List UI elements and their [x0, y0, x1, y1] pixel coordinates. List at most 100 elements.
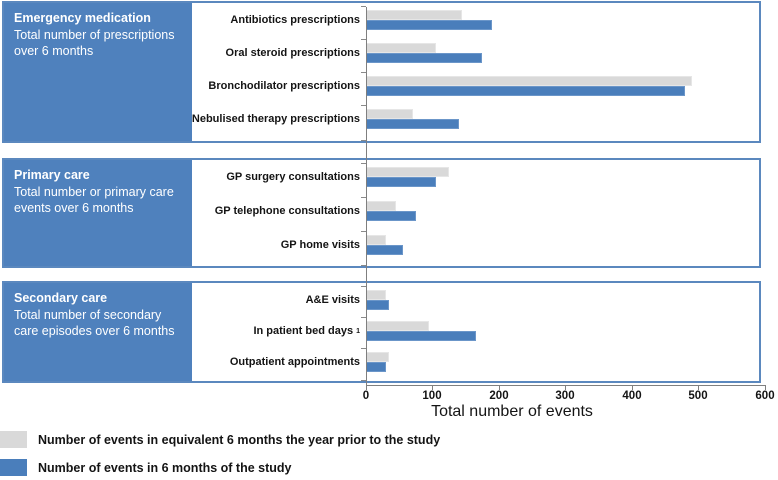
category-label: Oral steroid prescriptions [192, 43, 366, 63]
legend-item-study: Number of events in 6 months of the stud… [0, 459, 292, 476]
bar-prior [366, 109, 413, 119]
bar-study [366, 177, 436, 187]
x-axis-title: Total number of events [431, 403, 593, 420]
panel-secondary-label: Secondary care Total number of secondary… [4, 283, 192, 381]
bar-study [366, 86, 685, 96]
category-label-text: Nebulised therapy prescriptions [191, 113, 360, 125]
category-label-text: GP surgery consultations [226, 171, 360, 183]
x-tick-label: 0 [362, 390, 370, 402]
bar-group-gp-surgery: GP surgery consultations [192, 163, 759, 197]
bar-pair [366, 167, 759, 187]
x-tick-label: 300 [555, 390, 575, 402]
bar-group-antibiotics: Antibiotics prescriptions [192, 6, 759, 39]
category-label-text: GP telephone consultations [214, 205, 360, 217]
category-label: GP surgery consultations [192, 167, 366, 187]
panel-title: Primary care [14, 168, 90, 182]
panel-title: Secondary care [14, 291, 108, 305]
category-label: Outpatient appointments [192, 352, 366, 372]
legend-label: Number of events in equivalent 6 months … [38, 432, 441, 447]
bar-pair [366, 321, 759, 341]
x-tick-label: 400 [622, 390, 642, 402]
bar-pair [366, 43, 759, 63]
footnote-marker: 1 [356, 327, 360, 335]
panel-subtitle: Total number of prescriptions over 6 mon… [14, 27, 175, 59]
bar-prior [366, 43, 436, 53]
axis-tick [698, 385, 699, 390]
panel-plot-area: Antibiotics prescriptions Oral steroid p… [192, 3, 759, 141]
bar-prior [366, 76, 692, 86]
bar-pair [366, 352, 759, 372]
legend-swatch-study [0, 459, 27, 476]
bar-prior [366, 201, 396, 211]
bar-pair [366, 109, 759, 129]
category-label-text: In patient bed days [253, 325, 354, 337]
bar-group-nebulised: Nebulised therapy prescriptions [192, 105, 759, 138]
bar-pair [366, 235, 759, 255]
bar-prior [366, 235, 386, 245]
bar-study [366, 331, 476, 341]
category-label: Antibiotics prescriptions [192, 10, 366, 30]
bar-group-oral-steroid: Oral steroid prescriptions [192, 39, 759, 72]
bar-study [366, 20, 492, 30]
panel-title: Emergency medication [14, 11, 151, 25]
x-axis-line [366, 385, 766, 386]
panel-primary-label: Primary care Total number or primary car… [4, 160, 192, 266]
bar-group-bronchodilator: Bronchodilator prescriptions [192, 72, 759, 105]
bar-group-gp-home-visits: GP home visits [192, 231, 759, 265]
bar-prior [366, 10, 462, 20]
panel-emergency-label: Emergency medication Total number of pre… [4, 3, 192, 141]
axis-tick [366, 385, 367, 390]
bar-prior [366, 321, 429, 331]
category-label: A&E visits [192, 290, 366, 310]
panel-subtitle: Total number of secondary care episodes … [14, 307, 175, 339]
bar-pair [366, 76, 759, 96]
bar-study [366, 245, 403, 255]
axis-tick [432, 385, 433, 390]
axis-tick [765, 385, 766, 390]
bar-study [366, 119, 459, 129]
category-label-text: Oral steroid prescriptions [225, 47, 360, 59]
bar-group-ae-visits: A&E visits [192, 286, 759, 317]
x-tick-label: 600 [755, 390, 775, 402]
category-label-text: Outpatient appointments [229, 356, 360, 368]
panel-secondary-care: Secondary care Total number of secondary… [2, 281, 761, 383]
category-label: In patient bed days 1 [192, 321, 366, 341]
bar-pair [366, 290, 759, 310]
panel-subtitle: Total number or primary care events over… [14, 184, 174, 216]
bar-study [366, 300, 389, 310]
axis-tick [499, 385, 500, 390]
axis-tick [632, 385, 633, 390]
legend-label: Number of events in 6 months of the stud… [38, 460, 292, 475]
legend-swatch-prior [0, 431, 27, 448]
bar-pair [366, 10, 759, 30]
bar-prior [366, 290, 386, 300]
bar-study [366, 362, 386, 372]
category-label: Bronchodilator prescriptions [192, 76, 366, 96]
category-label-text: A&E visits [305, 294, 360, 306]
category-label: GP home visits [192, 235, 366, 255]
x-tick-label: 100 [422, 390, 442, 402]
panel-plot-area: A&E visits In patient bed days 1 Outpatie… [192, 283, 759, 381]
category-label-text: Antibiotics prescriptions [230, 14, 360, 26]
axis-tick [565, 385, 566, 390]
bar-group-outpatient: Outpatient appointments [192, 348, 759, 379]
category-label: GP telephone consultations [192, 201, 366, 221]
panel-emergency-medication: Emergency medication Total number of pre… [2, 1, 761, 143]
bar-prior [366, 167, 449, 177]
y-axis-line [366, 7, 367, 385]
bar-pair [366, 201, 759, 221]
bar-group-gp-telephone: GP telephone consultations [192, 197, 759, 231]
bar-prior [366, 352, 389, 362]
category-label-text: GP home visits [280, 239, 360, 251]
panel-primary-care: Primary care Total number or primary car… [2, 158, 761, 268]
panel-plot-area: GP surgery consultations GP telephone co… [192, 160, 759, 266]
bar-study [366, 53, 482, 63]
category-label: Nebulised therapy prescriptions [192, 109, 366, 129]
x-tick-label: 200 [489, 390, 509, 402]
x-tick-label: 500 [688, 390, 708, 402]
bar-group-inpatient-bed-days: In patient bed days 1 [192, 317, 759, 348]
legend-item-prior: Number of events in equivalent 6 months … [0, 431, 440, 448]
category-label-text: Bronchodilator prescriptions [208, 80, 360, 92]
bar-study [366, 211, 416, 221]
